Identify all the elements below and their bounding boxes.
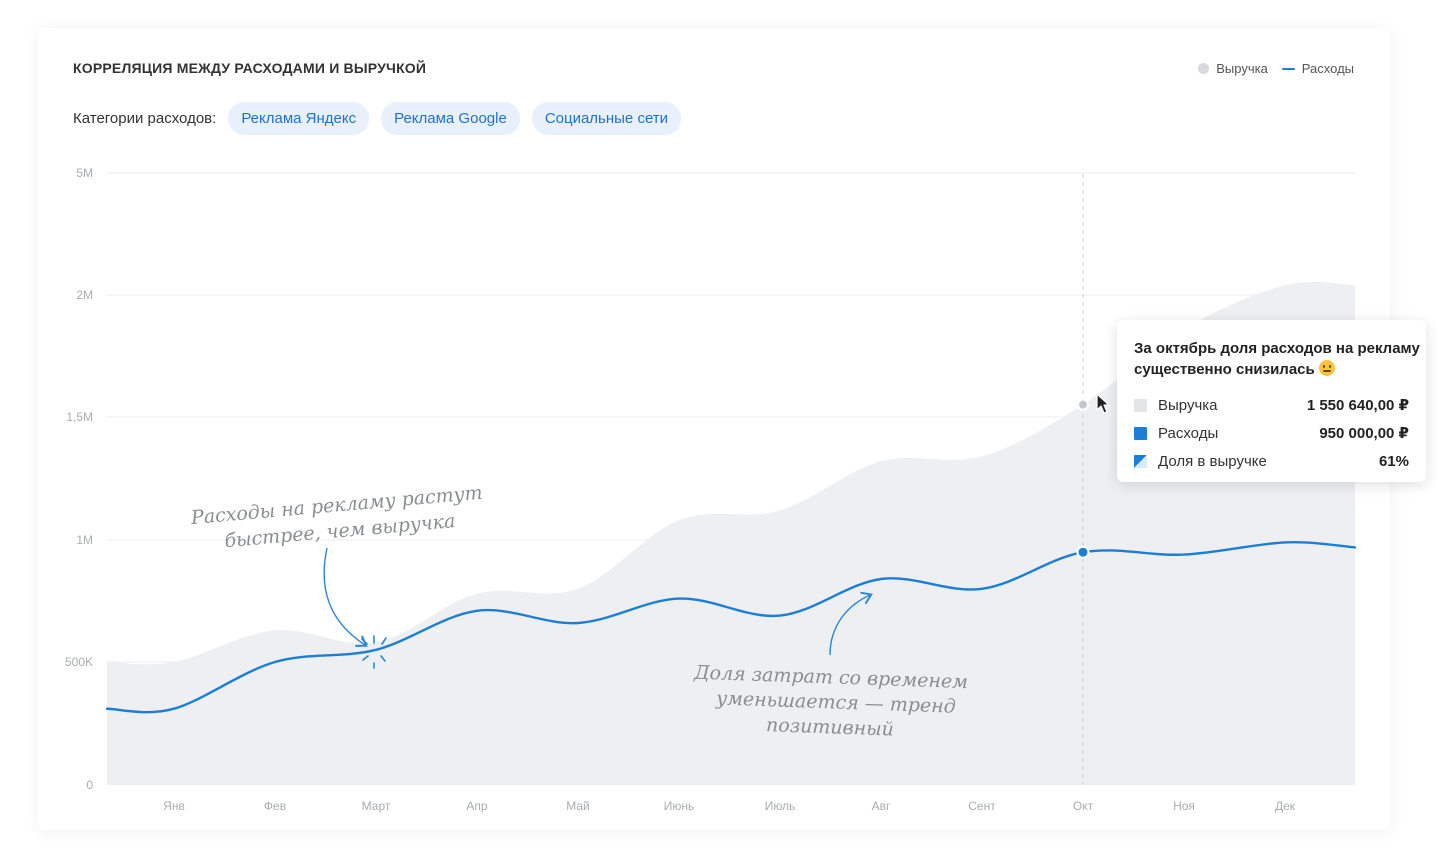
revenue-swatch-icon — [1134, 398, 1147, 412]
tooltip-label: Выручка — [1158, 396, 1218, 414]
annotation-1-arrow — [323, 547, 368, 647]
legend-item-expenses[interactable]: Расходы — [1281, 61, 1354, 76]
y-tick-label: 1M — [76, 533, 93, 547]
y-tick-label: 1,5M — [66, 410, 93, 424]
y-tick-label: 5M — [76, 166, 93, 180]
legend-label-expenses: Расходы — [1301, 61, 1354, 76]
x-tick-label: Март — [362, 799, 391, 813]
x-tick-label: Май — [566, 799, 590, 813]
y-axis-labels: 0 500K 1M 1,5M 2M 5M — [65, 166, 93, 792]
expense-category-filters: Категории расходов: Реклама Яндекс Рекла… — [73, 102, 682, 135]
chart-legend: Выручка Расходы — [1198, 61, 1354, 76]
tooltip-title: За октябрь доля расходов на рекламу суще… — [1134, 340, 1420, 378]
x-tick-label: Ноя — [1173, 799, 1195, 813]
x-tick-label: Сент — [968, 799, 996, 813]
x-tick-label: Авг — [872, 799, 891, 813]
tooltip-value: 1 550 640,00 ₽ — [1306, 397, 1409, 414]
expenses-highlight-point — [1076, 545, 1090, 559]
legend-item-revenue[interactable]: Выручка — [1198, 61, 1268, 76]
sparkle-icon — [361, 635, 387, 669]
x-tick-label: Окт — [1073, 799, 1094, 813]
annotation-2-line-3: позитивный — [766, 714, 895, 740]
expenses-swatch-icon — [1134, 426, 1147, 440]
chip-google-ads[interactable]: Реклама Google — [381, 102, 520, 135]
y-tick-label: 0 — [86, 778, 93, 792]
expenses-line — [105, 541, 1357, 714]
tooltip-value: 950 000,00 ₽ — [1319, 425, 1409, 442]
legend-label-revenue: Выручка — [1216, 61, 1268, 76]
revenue-highlight-point — [1077, 398, 1089, 411]
chart-title: КОРРЕЛЯЦИЯ МЕЖДУ РАСХОДАМИ И ВЫРУЧКОЙ — [73, 60, 427, 76]
highlight-points — [1076, 398, 1090, 559]
revenue-area — [107, 281, 1355, 785]
tooltip-row-revenue: Выручка 1 550 640,00 ₽ — [1134, 391, 1409, 419]
tooltip-row-expenses: Расходы 950 000,00 ₽ — [1134, 419, 1409, 447]
x-tick-label: Фев — [264, 799, 286, 813]
mouse-cursor-icon — [1096, 393, 1110, 414]
tooltip-label: Доля в выручке — [1158, 452, 1267, 470]
x-tick-label: Июль — [765, 799, 796, 813]
chip-yandex-ads[interactable]: Реклама Яндекс — [228, 102, 370, 135]
x-tick-label: Дек — [1275, 799, 1296, 813]
y-tick-label: 2M — [76, 288, 93, 302]
october-tooltip: За октябрь доля расходов на рекламу суще… — [1117, 320, 1426, 482]
tooltip-row-share: Доля в выручке 61% — [1134, 447, 1409, 475]
x-tick-label: Апр — [466, 799, 488, 813]
legend-dot-icon — [1198, 63, 1210, 74]
share-swatch-icon — [1134, 454, 1147, 468]
x-tick-label: Янв — [163, 799, 185, 813]
chip-social-networks[interactable]: Социальные сети — [531, 102, 682, 135]
annotation-2-arrow — [829, 591, 873, 656]
x-axis-labels: Янв Фев Март Апр Май Июнь Июль Авг Сент Окт Ноя Дек — [163, 799, 1296, 813]
tooltip-value: 61% — [1378, 452, 1409, 470]
legend-line-icon — [1281, 67, 1295, 70]
filters-label: Категории расходов: — [73, 110, 217, 127]
y-tick-label: 500K — [65, 655, 93, 669]
tooltip-label: Расходы — [1158, 424, 1219, 442]
slightly-smiling-face-icon — [1318, 360, 1335, 376]
x-tick-label: Июнь — [664, 799, 695, 813]
